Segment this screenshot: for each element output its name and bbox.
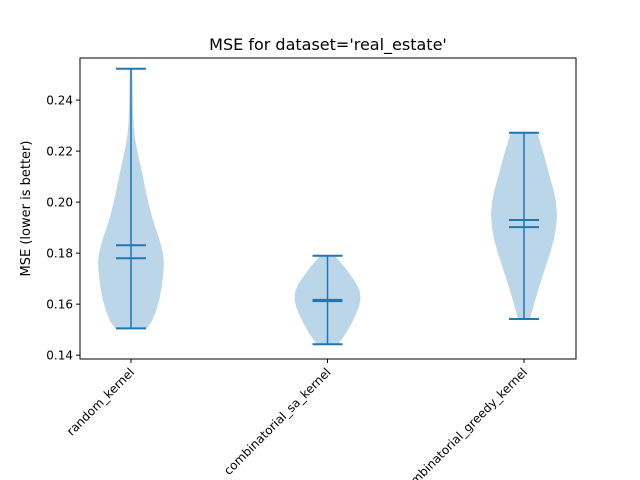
y-tick-label: 0.20: [46, 196, 73, 210]
chart-title: MSE for dataset='real_estate': [209, 35, 447, 55]
x-tick-label: random_kernel: [64, 365, 137, 438]
y-tick-label: 0.22: [46, 145, 73, 159]
x-tick-label: combinatorial_sa_kernel: [221, 365, 334, 478]
y-tick-label: 0.14: [46, 349, 73, 363]
x-tick-label: combinatorial_greedy_kernel: [398, 365, 530, 480]
x-axis: random_kernel combinatorial_sa_kernel comb…: [64, 359, 530, 480]
y-tick-label: 0.18: [46, 247, 73, 261]
y-axis: 0.14 0.16 0.18 0.20 0.22 0.24: [46, 94, 80, 363]
y-tick-label: 0.16: [46, 298, 73, 312]
violin-stat-lines: [116, 67, 539, 346]
y-axis-label: MSE (lower is better): [19, 141, 34, 277]
y-tick-label: 0.24: [46, 94, 73, 108]
